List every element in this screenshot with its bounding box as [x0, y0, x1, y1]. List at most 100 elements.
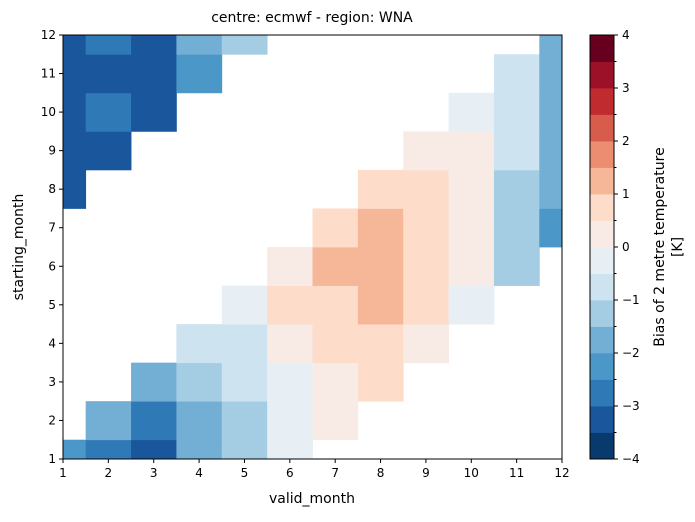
heatmap-cell: [131, 362, 177, 402]
heatmap-cell: [85, 35, 132, 55]
heatmap-cell: [267, 324, 313, 364]
colorbar-swatch: [590, 167, 614, 195]
heatmap-cell: [176, 439, 223, 460]
heatmap-cell: [539, 169, 563, 209]
heatmap-cell: [221, 401, 268, 441]
heatmap-cell: [357, 324, 404, 364]
x-tick-label: 7: [331, 466, 339, 480]
heatmap-cell: [63, 439, 87, 460]
heatmap-cell: [539, 92, 563, 132]
colorbar-swatch: [590, 406, 614, 433]
colorbar-tick-label: 3: [622, 81, 630, 95]
heatmap-cell: [403, 324, 449, 364]
colorbar-tick-label: 2: [622, 134, 630, 148]
heatmap-cell: [63, 169, 87, 209]
x-tick-label: 4: [195, 466, 203, 480]
heatmap-cell: [403, 247, 449, 286]
heatmap-cell: [267, 285, 313, 325]
x-axis-label: valid_month: [269, 491, 355, 507]
heatmap-cell: [176, 401, 223, 441]
heatmap-cell: [131, 401, 177, 441]
heatmap-cell: [312, 362, 359, 402]
plot-frame: [62, 34, 563, 460]
colorbar-swatch: [590, 141, 614, 168]
colorbar-ticks: −4 −3 −2 −1 0 1 2 3 4: [614, 28, 640, 466]
colorbar-swatch: [590, 194, 614, 221]
x-tick-label: 6: [286, 466, 294, 480]
heatmap-cell: [85, 92, 132, 132]
x-tick-label: 10: [464, 466, 479, 480]
heatmap-cell: [448, 247, 495, 286]
x-tick-label: 12: [554, 466, 569, 480]
heatmap-cell: [131, 54, 177, 94]
heatmap-cell: [176, 324, 223, 364]
heatmap-cell: [448, 169, 495, 209]
colorbar-swatch: [590, 114, 614, 142]
heatmap-cell: [357, 169, 404, 209]
colorbar-swatch: [590, 379, 614, 407]
heatmap-cell: [539, 35, 563, 55]
y-tick-label: 5: [48, 298, 56, 312]
heatmap-cell: [312, 285, 359, 325]
heatmap-cell: [312, 401, 359, 441]
heatmap-cell: [312, 208, 359, 248]
heatmap-cell: [63, 92, 87, 132]
x-tick-label: 9: [422, 466, 430, 480]
y-tick-label: 6: [48, 259, 56, 273]
heatmap-cell: [448, 92, 495, 132]
heatmap-cell: [221, 285, 268, 325]
colorbar-tick-label: −1: [622, 293, 640, 307]
heatmap-cell: [493, 54, 540, 94]
heatmap-cell: [539, 54, 563, 94]
heatmap-cell: [267, 401, 313, 441]
heatmap-cell: [176, 362, 223, 402]
heatmap-cell: [493, 169, 540, 209]
colorbar-tick-label: 1: [622, 187, 630, 201]
colorbar: [590, 35, 614, 460]
heatmap-cell: [312, 324, 359, 364]
y-tick-label: 11: [41, 67, 56, 81]
colorbar-label-line1: Bias of 2 metre temperature: [652, 147, 668, 346]
x-tick-label: 8: [377, 466, 385, 480]
heatmap-cell: [85, 439, 132, 460]
heatmap-cell: [448, 285, 495, 325]
colorbar-swatch: [590, 326, 614, 354]
heatmap-cell: [357, 285, 404, 325]
y-tick-label: 7: [48, 221, 56, 235]
heatmap-cell: [493, 92, 540, 132]
colorbar-label: Bias of 2 metre temperature [K]: [652, 147, 686, 346]
heatmap-cell: [221, 35, 268, 55]
y-tick-label: 8: [48, 182, 56, 196]
heatmap-cell: [539, 131, 563, 171]
colorbar-tick-label: −4: [622, 452, 640, 466]
heatmap-cells: [63, 35, 563, 460]
colorbar-swatch: [590, 353, 614, 380]
heatmap-cell: [312, 247, 359, 286]
heatmap-cell: [63, 131, 87, 171]
heatmap-cell: [493, 131, 540, 171]
colorbar-tick-label: 4: [622, 28, 630, 42]
y-axis-label: starting_month: [11, 194, 27, 301]
heatmap-cell: [357, 208, 404, 248]
y-tick-label: 3: [48, 375, 56, 389]
heatmap-cell: [539, 208, 563, 248]
heatmap-cell: [221, 439, 268, 460]
heatmap-cell: [131, 92, 177, 132]
x-tick-label: 11: [509, 466, 524, 480]
heatmap-cell: [403, 285, 449, 325]
heatmap-cell: [403, 131, 449, 171]
chart-title: centre: ecmwf - region: WNA: [211, 10, 413, 26]
y-tick-label: 9: [48, 144, 56, 158]
colorbar-tick-label: −3: [622, 399, 640, 413]
colorbar-swatch: [590, 273, 614, 301]
heatmap-cell: [357, 247, 404, 286]
heatmap-cell: [403, 208, 449, 248]
heatmap-cell: [448, 208, 495, 248]
heatmap-cell: [221, 324, 268, 364]
heatmap-cell: [131, 35, 177, 55]
colorbar-tick-label: −2: [622, 346, 640, 360]
heatmap-cell: [63, 54, 87, 94]
x-tick-label: 3: [150, 466, 158, 480]
